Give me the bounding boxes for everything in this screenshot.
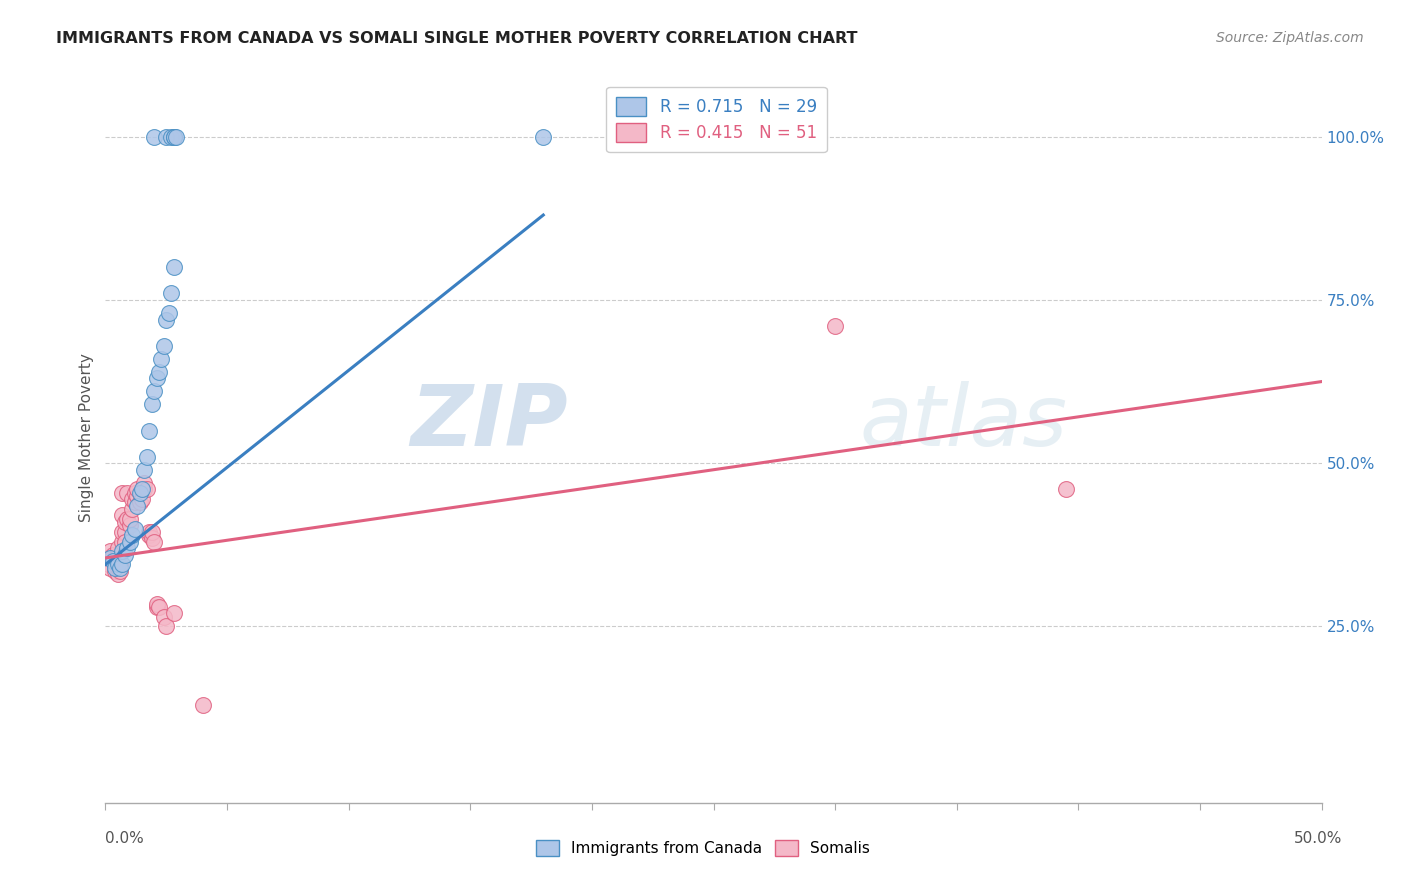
Point [107, 554, 129, 568]
Point [107, 548, 129, 562]
Point [131, 492, 153, 507]
Point [162, 129, 184, 144]
Point [108, 560, 131, 574]
Point [148, 599, 170, 614]
Point [134, 475, 156, 490]
Point [125, 499, 148, 513]
Point [157, 306, 180, 320]
Point [107, 541, 129, 555]
Point [98, 544, 121, 558]
Point [191, 698, 214, 712]
Point [162, 607, 184, 621]
Point [111, 508, 134, 523]
Point [121, 492, 143, 507]
Point [162, 129, 184, 144]
Text: 50.0%: 50.0% [1295, 831, 1343, 846]
Point [101, 548, 124, 562]
Point [121, 528, 143, 542]
Point [128, 485, 150, 500]
Point [160, 286, 183, 301]
Point [111, 485, 134, 500]
Point [124, 495, 146, 509]
Point [125, 483, 148, 497]
Point [138, 528, 160, 542]
Point [143, 384, 166, 399]
Point [111, 534, 134, 549]
Point [141, 524, 163, 539]
Point [118, 518, 141, 533]
Point [118, 512, 141, 526]
Point [111, 524, 134, 539]
Point [128, 495, 150, 509]
Point [155, 129, 177, 144]
Legend: R = 0.715   N = 29, R = 0.415   N = 51: R = 0.715 N = 29, R = 0.415 N = 51 [606, 87, 827, 153]
Point [124, 521, 146, 535]
Point [138, 424, 160, 438]
Point [131, 483, 153, 497]
Point [111, 558, 134, 572]
Point [155, 312, 177, 326]
Point [114, 548, 136, 562]
Point [97, 558, 120, 572]
Point [145, 597, 167, 611]
Point [824, 319, 846, 334]
Point [107, 558, 129, 572]
Point [107, 567, 129, 582]
Point [118, 534, 141, 549]
Point [160, 129, 183, 144]
Point [101, 550, 124, 565]
Point [104, 550, 127, 565]
Point [114, 515, 136, 529]
Point [531, 129, 554, 144]
Point [104, 564, 127, 578]
Point [162, 260, 184, 275]
Point [107, 560, 129, 574]
Point [98, 550, 121, 565]
Point [148, 365, 170, 379]
Point [143, 534, 166, 549]
Point [117, 512, 139, 526]
Point [141, 531, 163, 545]
Point [101, 554, 124, 568]
Point [114, 534, 136, 549]
Point [117, 541, 139, 555]
Point [117, 485, 139, 500]
Point [104, 558, 127, 572]
Point [165, 129, 187, 144]
Point [111, 544, 134, 558]
Point [155, 619, 177, 633]
Point [138, 524, 160, 539]
Point [145, 371, 167, 385]
Point [97, 550, 120, 565]
Point [98, 560, 121, 574]
Text: Source: ZipAtlas.com: Source: ZipAtlas.com [1216, 31, 1364, 45]
Point [125, 489, 148, 503]
Point [153, 609, 176, 624]
Legend: Immigrants from Canada, Somalis: Immigrants from Canada, Somalis [530, 834, 876, 862]
Point [121, 502, 143, 516]
Point [145, 599, 167, 614]
Y-axis label: Single Mother Poverty: Single Mother Poverty [79, 352, 94, 522]
Text: ZIP: ZIP [411, 381, 568, 464]
Point [101, 554, 124, 568]
Point [1054, 483, 1077, 497]
Point [108, 564, 131, 578]
Point [114, 524, 136, 539]
Point [135, 483, 157, 497]
Text: IMMIGRANTS FROM CANADA VS SOMALI SINGLE MOTHER POVERTY CORRELATION CHART: IMMIGRANTS FROM CANADA VS SOMALI SINGLE … [56, 31, 858, 46]
Point [134, 483, 156, 497]
Point [150, 351, 173, 366]
Point [143, 129, 166, 144]
Point [124, 485, 146, 500]
Point [108, 558, 131, 572]
Point [135, 450, 157, 464]
Point [104, 560, 127, 574]
Point [141, 397, 163, 411]
Text: 0.0%: 0.0% [105, 831, 145, 846]
Point [153, 338, 176, 352]
Text: atlas: atlas [859, 381, 1067, 464]
Point [134, 463, 156, 477]
